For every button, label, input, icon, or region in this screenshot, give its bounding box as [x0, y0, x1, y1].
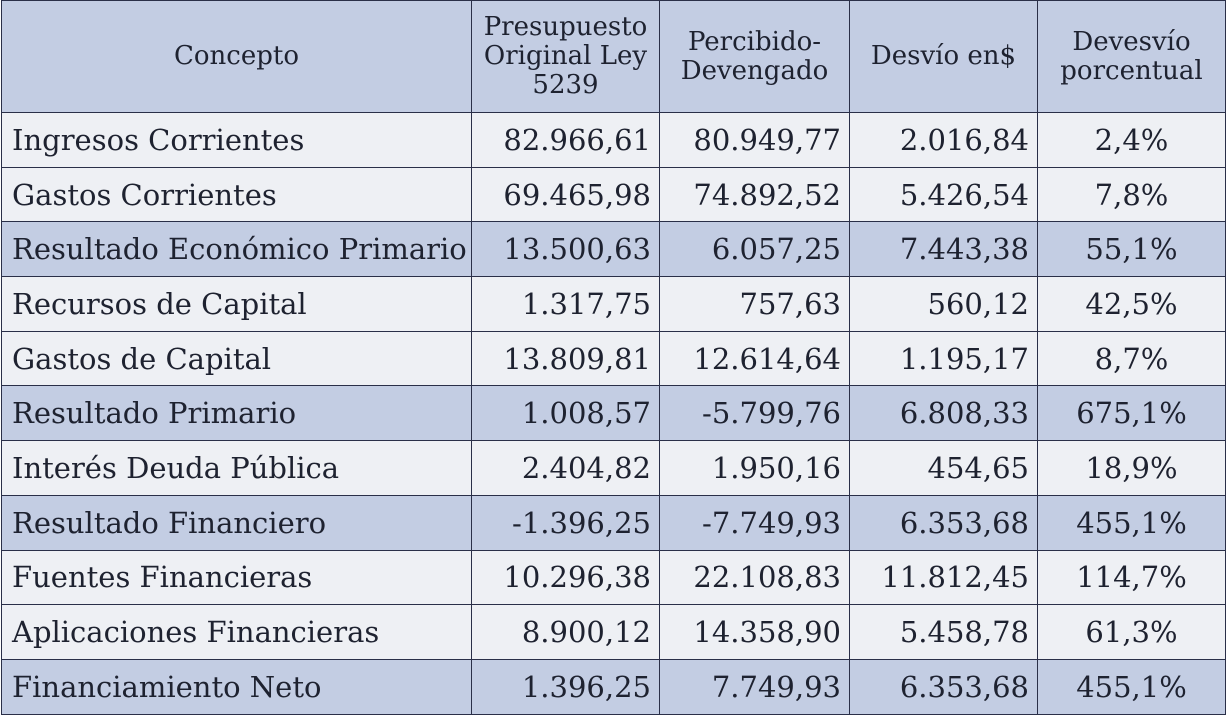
- cell-percibido-devengado: -5.799,76: [659, 385, 850, 442]
- table-row: Ingresos Corrientes 82.966,61 80.949,77 2.0…: [1, 112, 1226, 168]
- table-row: Fuentes Financieras 10.296,38 22.108,83 11.…: [1, 549, 1226, 606]
- cell-presupuesto-original: -1.396,25: [471, 494, 660, 551]
- cell-presupuesto-original: 10.296,38: [471, 549, 660, 606]
- table-row: Recursos de Capital 1.317,75 757,63 560,12 4…: [1, 276, 1226, 332]
- cell-desvio-porcentual: 7,8%: [1037, 166, 1226, 223]
- cell-percibido-devengado: 1.950,16: [659, 440, 850, 496]
- cell-desvio-en-pesos: 6.808,33: [849, 385, 1038, 442]
- header-presupuesto-original: Presupuesto Original Ley 5239: [471, 0, 660, 113]
- table-row: Resultado Primario 1.008,57 -5.799,76 6.808…: [1, 385, 1226, 442]
- header-concepto: Concepto: [1, 0, 472, 113]
- header-row: Concepto Presupuesto Original Ley 5239 P…: [1, 0, 1226, 113]
- cell-concepto: Financiamiento Neto: [1, 658, 472, 715]
- cell-desvio-en-pesos: 5.426,54: [849, 166, 1038, 223]
- cell-presupuesto-original: 1.317,75: [471, 276, 660, 332]
- cell-concepto: Fuentes Financieras: [1, 549, 472, 606]
- table-row: Gastos Corrientes 69.465,98 74.892,52 5.426…: [1, 166, 1226, 223]
- cell-desvio-porcentual: 61,3%: [1037, 604, 1226, 660]
- cell-percibido-devengado: 74.892,52: [659, 166, 850, 223]
- cell-percibido-devengado: 14.358,90: [659, 604, 850, 660]
- cell-desvio-porcentual: 114,7%: [1037, 549, 1226, 606]
- cell-presupuesto-original: 2.404,82: [471, 440, 660, 496]
- table-row: Resultado Financiero -1.396,25 -7.749,93 6.…: [1, 494, 1226, 551]
- cell-concepto: Ingresos Corrientes: [1, 112, 472, 168]
- table-row: Gastos de Capital 13.809,81 12.614,64 1.195…: [1, 330, 1226, 387]
- cell-desvio-en-pesos: 11.812,45: [849, 549, 1038, 606]
- cell-desvio-porcentual: 455,1%: [1037, 658, 1226, 715]
- cell-percibido-devengado: -7.749,93: [659, 494, 850, 551]
- cell-percibido-devengado: 22.108,83: [659, 549, 850, 606]
- cell-concepto: Resultado Financiero: [1, 494, 472, 551]
- cell-desvio-porcentual: 2,4%: [1037, 112, 1226, 168]
- table-row: Resultado Económico Primario 13.500,63 6.0…: [1, 221, 1226, 278]
- cell-desvio-en-pesos: 560,12: [849, 276, 1038, 332]
- table-header: Concepto Presupuesto Original Ley 5239 P…: [1, 0, 1226, 113]
- cell-presupuesto-original: 13.500,63: [471, 221, 660, 278]
- cell-percibido-devengado: 6.057,25: [659, 221, 850, 278]
- cell-desvio-en-pesos: 2.016,84: [849, 112, 1038, 168]
- cell-presupuesto-original: 13.809,81: [471, 330, 660, 387]
- cell-concepto: Resultado Económico Primario: [1, 221, 472, 278]
- table-row: Financiamiento Neto 1.396,25 7.749,93 6.353…: [1, 658, 1226, 715]
- cell-desvio-en-pesos: 5.458,78: [849, 604, 1038, 660]
- table-body: Ingresos Corrientes 82.966,61 80.949,77 2.0…: [1, 112, 1226, 715]
- cell-concepto: Aplicaciones Financieras: [1, 604, 472, 660]
- cell-percibido-devengado: 12.614,64: [659, 330, 850, 387]
- cell-presupuesto-original: 69.465,98: [471, 166, 660, 223]
- cell-percibido-devengado: 80.949,77: [659, 112, 850, 168]
- cell-desvio-en-pesos: 6.353,68: [849, 494, 1038, 551]
- header-desvio-en-pesos: Desvío en$: [849, 0, 1038, 113]
- cell-desvio-porcentual: 42,5%: [1037, 276, 1226, 332]
- cell-percibido-devengado: 757,63: [659, 276, 850, 332]
- cell-presupuesto-original: 8.900,12: [471, 604, 660, 660]
- cell-concepto: Resultado Primario: [1, 385, 472, 442]
- header-percibido-devengado: Percibido-Devengado: [659, 0, 850, 113]
- cell-presupuesto-original: 1.396,25: [471, 658, 660, 715]
- table-row: Aplicaciones Financieras 8.900,12 14.358,9…: [1, 604, 1226, 660]
- cell-concepto: Recursos de Capital: [1, 276, 472, 332]
- cell-concepto: Interés Deuda Pública: [1, 440, 472, 496]
- cell-desvio-porcentual: 8,7%: [1037, 330, 1226, 387]
- table-row: Interés Deuda Pública 2.404,82 1.950,16 454…: [1, 440, 1226, 496]
- cell-desvio-porcentual: 55,1%: [1037, 221, 1226, 278]
- cell-desvio-en-pesos: 1.195,17: [849, 330, 1038, 387]
- header-desvio-porcentual: Devesvío porcentual: [1037, 0, 1226, 113]
- cell-desvio-en-pesos: 7.443,38: [849, 221, 1038, 278]
- cell-presupuesto-original: 82.966,61: [471, 112, 660, 168]
- cell-desvio-porcentual: 18,9%: [1037, 440, 1226, 496]
- cell-desvio-porcentual: 675,1%: [1037, 385, 1226, 442]
- cell-desvio-en-pesos: 6.353,68: [849, 658, 1038, 715]
- cell-desvio-porcentual: 455,1%: [1037, 494, 1226, 551]
- cell-concepto: Gastos Corrientes: [1, 166, 472, 223]
- cell-desvio-en-pesos: 454,65: [849, 440, 1038, 496]
- cell-concepto: Gastos de Capital: [1, 330, 472, 387]
- cell-percibido-devengado: 7.749,93: [659, 658, 850, 715]
- cell-presupuesto-original: 1.008,57: [471, 385, 660, 442]
